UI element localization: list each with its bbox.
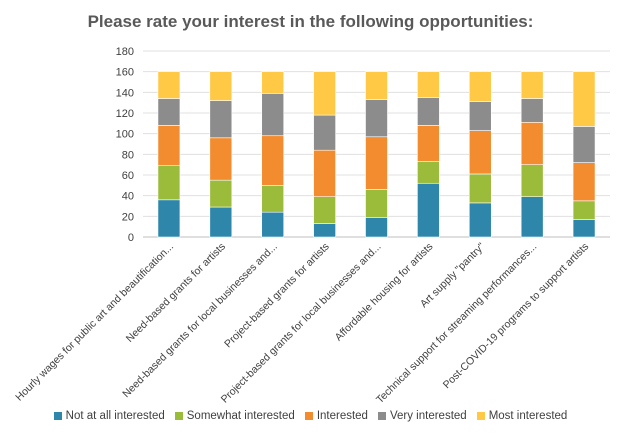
legend-label: Somewhat interested — [186, 410, 295, 422]
legend-label: Very interested — [389, 410, 467, 422]
y-tick-label: 100 — [116, 129, 134, 141]
bar-segment — [313, 114, 336, 151]
legend-item: Somewhat interested — [174, 410, 295, 422]
bar-segment — [157, 98, 181, 126]
bar-segment — [157, 199, 181, 238]
y-tick-label: 120 — [116, 108, 134, 120]
bar-segment — [365, 217, 388, 238]
legend-swatch — [476, 412, 485, 420]
bar-segment — [417, 97, 440, 126]
bar-segment — [520, 98, 544, 123]
bar-segment — [468, 130, 492, 175]
bar-segment — [365, 189, 388, 218]
legend-swatch — [377, 412, 386, 420]
bar-segment — [520, 196, 544, 238]
legend-swatch — [304, 412, 313, 420]
y-tick-label: 160 — [116, 67, 134, 79]
bar-segment — [209, 179, 233, 208]
bar-segment — [417, 161, 440, 184]
y-tick-label: 140 — [116, 87, 134, 99]
y-tick-label: 40 — [122, 191, 134, 203]
x-tick-label: Affordable housing for artists — [333, 241, 436, 344]
bar-segment — [468, 101, 492, 131]
bar-segment — [365, 99, 388, 138]
bar-segment — [468, 202, 492, 238]
bar-segment — [261, 93, 285, 137]
legend-item: Interested — [304, 410, 368, 422]
bar-segment — [417, 71, 440, 98]
y-tick-label: 20 — [122, 211, 134, 223]
bar-segment — [157, 71, 181, 99]
bar-segment — [313, 71, 336, 116]
bar-segment — [572, 219, 596, 238]
bar-segment — [572, 71, 596, 127]
legend-label: Most interested — [488, 410, 568, 422]
bar-segment — [572, 200, 596, 220]
legend-label: Interested — [316, 410, 368, 422]
y-tick-label: 180 — [116, 46, 134, 58]
x-axis-ticks: Hourly wages for public art and beautifi… — [13, 240, 591, 405]
legend-item: Not at all interested — [53, 410, 165, 422]
bar-segment — [365, 136, 388, 190]
bar-segment — [209, 71, 233, 101]
bar-segment — [313, 196, 336, 224]
bar-segment — [520, 164, 544, 198]
bar-segment — [520, 122, 544, 165]
bar-segment — [209, 137, 233, 181]
y-axis-ticks: 0 20 40 60 80 100 120 140 160 180 — [116, 46, 134, 244]
bar-segment — [209, 206, 233, 238]
legend-item: Most interested — [476, 410, 568, 422]
y-tick-label: 80 — [122, 149, 134, 161]
bar-segment — [468, 71, 492, 102]
bar-segment — [365, 71, 388, 100]
bar-segment — [261, 71, 285, 94]
bar-segment — [572, 162, 596, 202]
bar-segment — [417, 125, 440, 162]
x-tick-label: Project-based grants for artists — [222, 241, 332, 351]
bar-segment — [313, 149, 336, 197]
y-tick-label: 0 — [128, 232, 134, 244]
bar-segment — [209, 100, 233, 139]
bar-segment — [261, 211, 285, 238]
bar-segment — [520, 71, 544, 99]
bars — [157, 71, 596, 238]
y-tick-label: 60 — [122, 170, 134, 182]
bar-segment — [417, 182, 440, 238]
legend-swatch — [53, 412, 62, 420]
legend: Not at all interested Somewhat interested… — [0, 410, 621, 422]
chart-title: Please rate your interest in the followi… — [87, 12, 534, 31]
bar-segment — [261, 135, 285, 186]
bar-segment — [261, 185, 285, 213]
bar-segment — [157, 165, 181, 201]
legend-swatch — [174, 412, 183, 420]
x-tick-label: Need-based grants for artists — [124, 241, 228, 345]
legend-label: Not at all interested — [65, 410, 165, 422]
bar-segment — [157, 125, 181, 167]
legend-item: Very interested — [377, 410, 467, 422]
bar-segment — [572, 126, 596, 163]
bar-segment — [313, 223, 336, 238]
bar-segment — [468, 173, 492, 204]
